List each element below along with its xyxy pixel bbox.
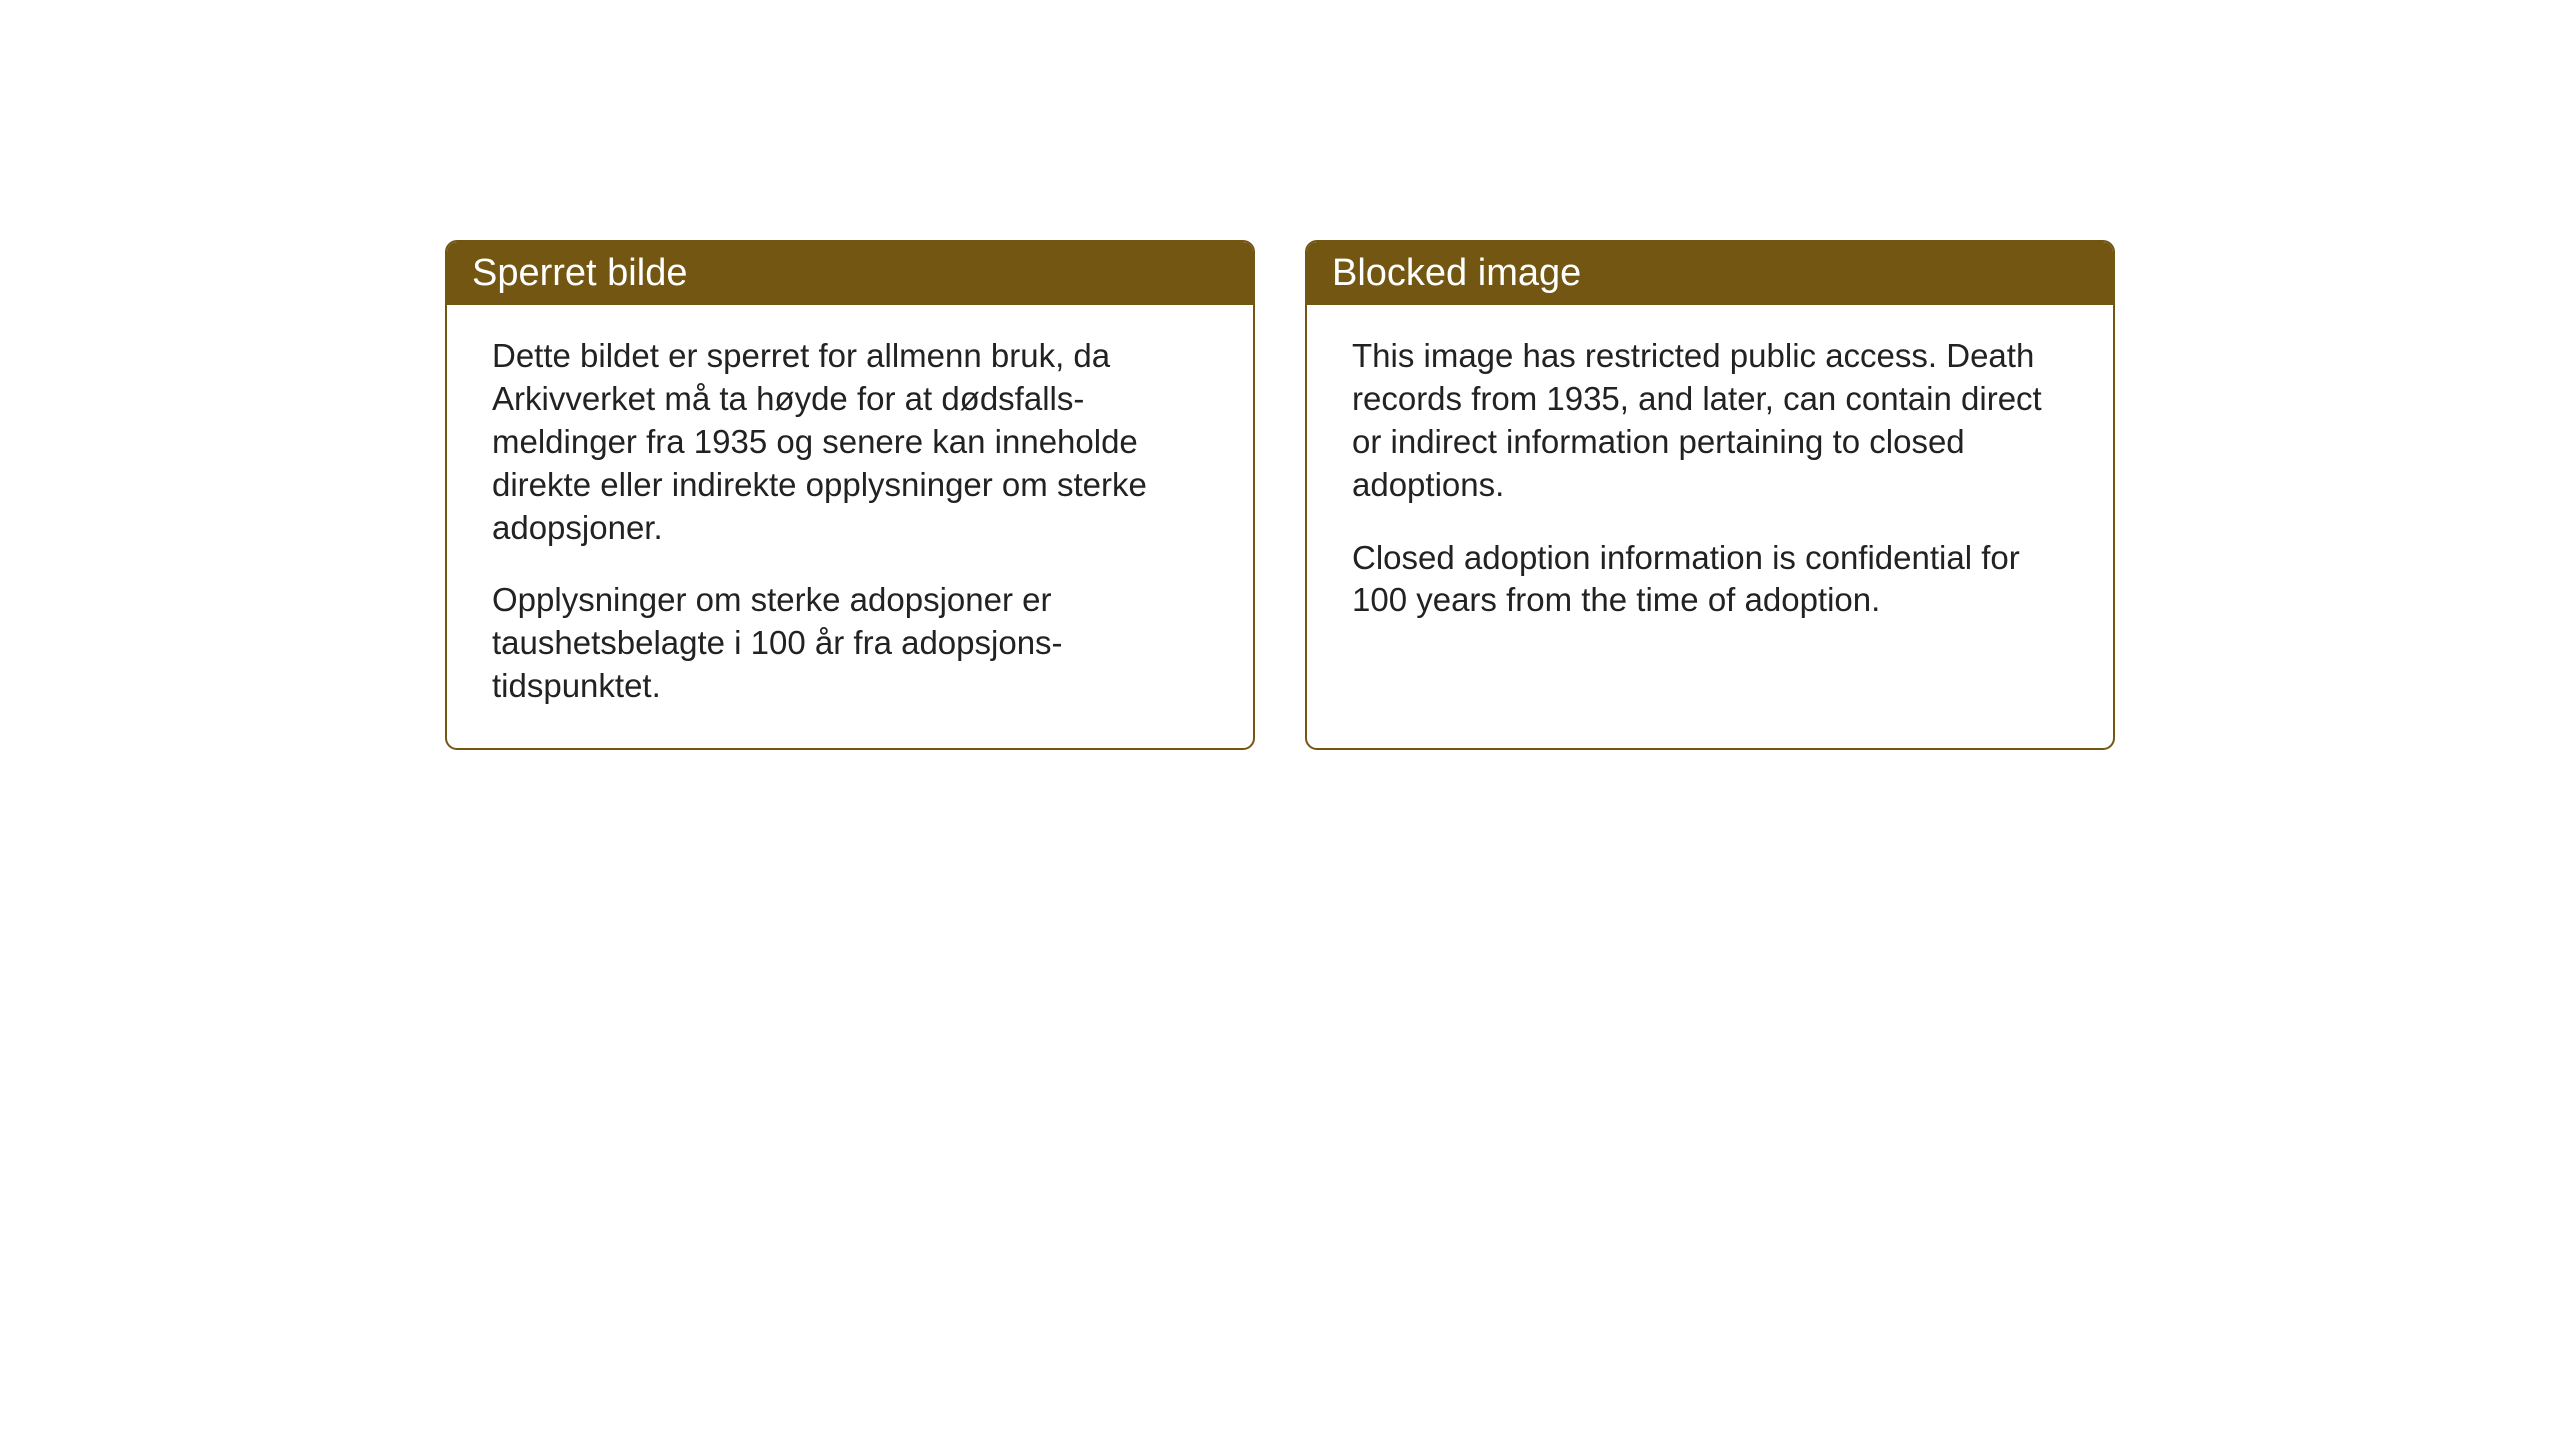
english-paragraph-1: This image has restricted public access.…	[1352, 335, 2068, 507]
norwegian-notice-card: Sperret bilde Dette bildet er sperret fo…	[445, 240, 1255, 750]
norwegian-paragraph-2: Opplysninger om sterke adopsjoner er tau…	[492, 579, 1208, 708]
english-paragraph-2: Closed adoption information is confident…	[1352, 537, 2068, 623]
norwegian-paragraph-1: Dette bildet er sperret for allmenn bruk…	[492, 335, 1208, 549]
english-notice-card: Blocked image This image has restricted …	[1305, 240, 2115, 750]
norwegian-card-title: Sperret bilde	[447, 242, 1253, 305]
english-card-title: Blocked image	[1307, 242, 2113, 305]
english-card-body: This image has restricted public access.…	[1307, 305, 2113, 745]
norwegian-card-body: Dette bildet er sperret for allmenn bruk…	[447, 305, 1253, 748]
cards-container: Sperret bilde Dette bildet er sperret fo…	[445, 240, 2115, 750]
